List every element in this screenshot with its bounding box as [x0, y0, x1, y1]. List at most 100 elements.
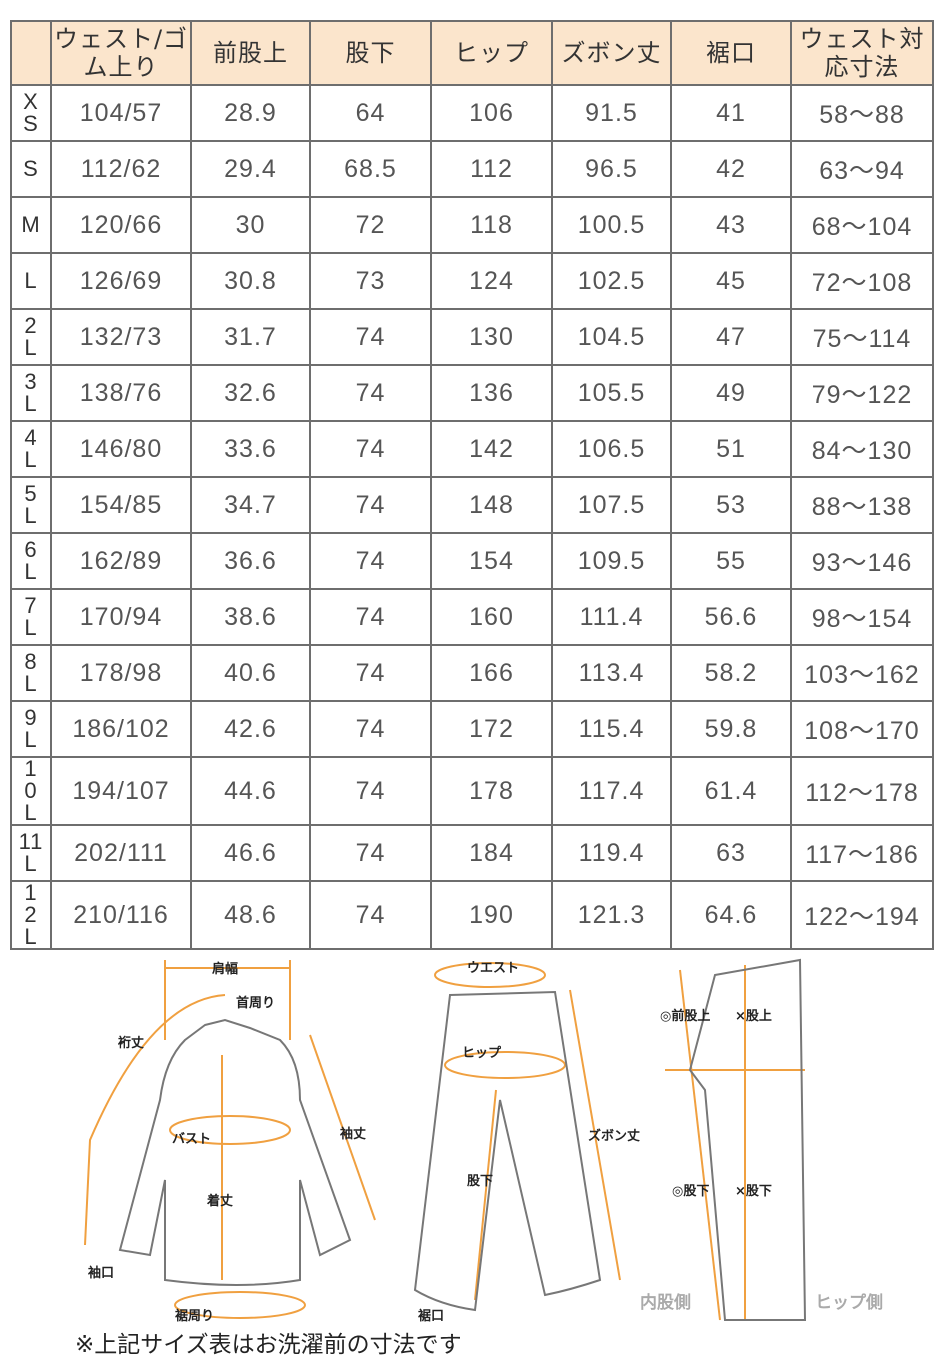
- table-cell: 40.6: [190, 644, 311, 702]
- shirt-outline: [118, 1018, 352, 1286]
- column-header: [10, 20, 52, 86]
- table-row: 10L 194/107 44.6 74 178 117.4 61.4 112～178: [10, 756, 934, 826]
- size-label: 8L: [10, 644, 52, 702]
- table-cell: 154/85: [50, 476, 192, 534]
- table-cell: 49: [670, 364, 792, 422]
- table-cell: 74: [309, 644, 432, 702]
- table-cell: 91.5: [551, 84, 672, 142]
- label-hem: 裾周り: [175, 1308, 214, 1324]
- table-cell: 107.5: [551, 476, 672, 534]
- table-cell: 142: [430, 420, 553, 478]
- table-row: 3L 138/76 32.6 74 136 105.5 49 79～122: [10, 364, 934, 422]
- table-row: 4L 146/80 33.6 74 142 106.5 51 84～130: [10, 420, 934, 478]
- table-cell: 30: [190, 196, 311, 254]
- table-cell: 104/57: [50, 84, 192, 142]
- label-cuff: 袖口: [88, 1265, 114, 1281]
- table-cell: 115.4: [551, 700, 672, 758]
- table-cell: 43: [670, 196, 792, 254]
- table-cell: 30.8: [190, 252, 311, 310]
- table-cell: 58.2: [670, 644, 792, 702]
- table-cell: 106.5: [551, 420, 672, 478]
- table-cell: 121.3: [551, 880, 672, 950]
- table-cell: 130: [430, 308, 553, 366]
- table-cell: 108～170: [790, 700, 934, 758]
- table-cell: 63～94: [790, 140, 934, 198]
- label-bust: バスト: [172, 1132, 211, 1147]
- column-header: ズボン丈: [551, 20, 672, 86]
- table-cell: 84～130: [790, 420, 934, 478]
- table-cell: 160: [430, 588, 553, 646]
- table-cell: 162/89: [50, 532, 192, 590]
- table-cell: 73: [309, 252, 432, 310]
- table-cell: 202/111: [50, 824, 192, 882]
- table-cell: 109.5: [551, 532, 672, 590]
- table-cell: 32.6: [190, 364, 311, 422]
- table-cell: 74: [309, 700, 432, 758]
- table-cell: 74: [309, 476, 432, 534]
- table-cell: 58～88: [790, 84, 934, 142]
- table-cell: 72～108: [790, 252, 934, 310]
- table-cell: 138/76: [50, 364, 192, 422]
- table-cell: 93～146: [790, 532, 934, 590]
- size-label: 10L: [10, 756, 52, 826]
- header-row: ウェスト/ゴム上り 前股上 股下 ヒップ ズボン丈 裾口 ウェスト対応寸法: [10, 20, 934, 86]
- size-label: 4L: [10, 420, 52, 478]
- table-row: 7L 170/94 38.6 74 160 111.4 56.6 98～154: [10, 588, 934, 646]
- table-cell: 59.8: [670, 700, 792, 758]
- size-label: 7L: [10, 588, 52, 646]
- label-pants-length: ズボン丈: [588, 1128, 640, 1144]
- table-row: 11L 202/111 46.6 74 184 119.4 63 117～186: [10, 824, 934, 882]
- table-cell: 74: [309, 364, 432, 422]
- table-row: 6L 162/89 36.6 74 154 109.5 55 93～146: [10, 532, 934, 590]
- column-header: 股下: [309, 20, 432, 86]
- table-cell: 112: [430, 140, 553, 198]
- table-row: S 112/62 29.4 68.5 112 96.5 42 63～94: [10, 140, 934, 198]
- label-neck: 首周り: [236, 995, 275, 1011]
- table-cell: 51: [670, 420, 792, 478]
- table-cell: 56.6: [670, 588, 792, 646]
- table-cell: 64.6: [670, 880, 792, 950]
- table-cell: 63: [670, 824, 792, 882]
- table-cell: 126/69: [50, 252, 192, 310]
- size-label: 3L: [10, 364, 52, 422]
- table-cell: 210/116: [50, 880, 192, 950]
- table-cell: 106: [430, 84, 553, 142]
- table-cell: 103～162: [790, 644, 934, 702]
- table-cell: 117.4: [551, 756, 672, 826]
- table-cell: 75～114: [790, 308, 934, 366]
- table-cell: 184: [430, 824, 553, 882]
- table-row: 12L 210/116 48.6 74 190 121.3 64.6 122～194: [10, 880, 934, 950]
- label-hip: ヒップ: [462, 1046, 502, 1061]
- label-shoulder: 肩幅: [212, 961, 238, 977]
- table-cell: 113.4: [551, 644, 672, 702]
- table-cell: 74: [309, 532, 432, 590]
- size-note: ※上記サイズ表はお洗濯前の寸法です: [75, 1332, 462, 1358]
- column-header: ウェスト/ゴム上り: [50, 20, 192, 86]
- table-row: 8L 178/98 40.6 74 166 113.4 58.2 103～162: [10, 644, 934, 702]
- table-cell: 28.9: [190, 84, 311, 142]
- table-cell: 68～104: [790, 196, 934, 254]
- label-front-rise: ◎前股上: [660, 1008, 710, 1024]
- table-cell: 41: [670, 84, 792, 142]
- label-inseam-o: ◎股下: [672, 1184, 709, 1199]
- table-row: L 126/69 30.8 73 124 102.5 45 72～108: [10, 252, 934, 310]
- table-cell: 74: [309, 588, 432, 646]
- table-cell: 194/107: [50, 756, 192, 826]
- table-cell: 88～138: [790, 476, 934, 534]
- table-cell: 132/73: [50, 308, 192, 366]
- table-cell: 112～178: [790, 756, 934, 826]
- label-pants-hem: 裾口: [418, 1308, 444, 1324]
- table-cell: 64: [309, 84, 432, 142]
- table-cell: 38.6: [190, 588, 311, 646]
- table-cell: 74: [309, 420, 432, 478]
- table-cell: 186/102: [50, 700, 192, 758]
- table-cell: 47: [670, 308, 792, 366]
- table-cell: 34.7: [190, 476, 311, 534]
- table-cell: 170/94: [50, 588, 192, 646]
- label-sleeve: 袖丈: [340, 1126, 366, 1142]
- table-cell: 74: [309, 880, 432, 950]
- table-cell: 100.5: [551, 196, 672, 254]
- column-header: ウェスト対応寸法: [790, 20, 934, 86]
- table-row: 5L 154/85 34.7 74 148 107.5 53 88～138: [10, 476, 934, 534]
- label-yuki: 裄丈: [117, 1035, 144, 1051]
